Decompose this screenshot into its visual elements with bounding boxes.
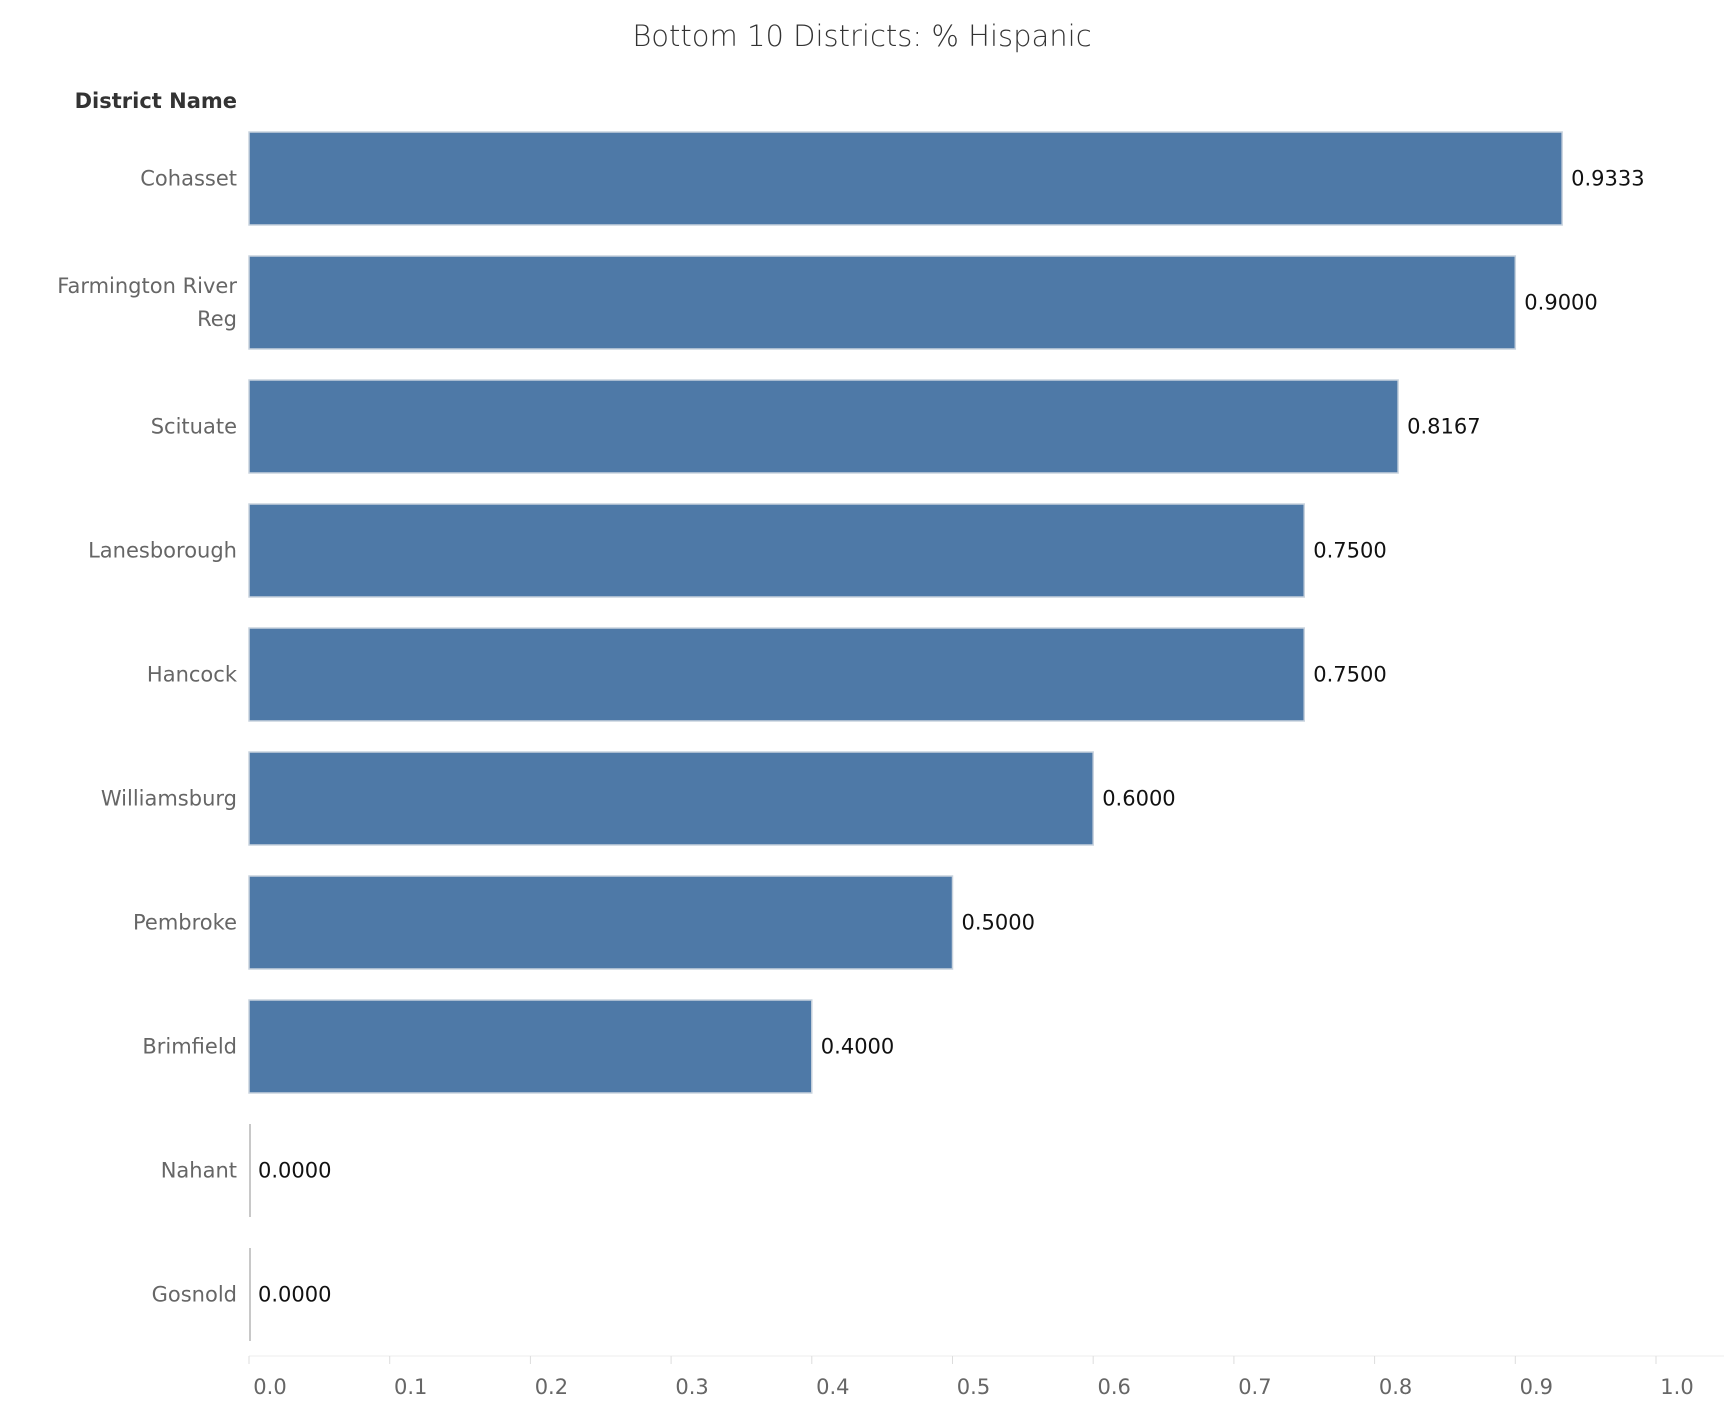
- tick-label: 0.8: [1379, 1375, 1412, 1399]
- tick-label: 0.4: [816, 1375, 849, 1399]
- bar: [248, 627, 1305, 722]
- value-label: 0.5000: [962, 911, 1035, 935]
- bar: [248, 999, 813, 1094]
- category-label: Brimfield: [142, 1035, 237, 1059]
- value-label: 0.7500: [1313, 539, 1386, 563]
- value-label: 0.7500: [1313, 663, 1386, 687]
- category-label: Pembroke: [133, 911, 237, 935]
- category-label: Farmington River: [57, 274, 237, 298]
- category-label: Lanesborough: [88, 539, 237, 563]
- bar: [248, 503, 1305, 598]
- category-label: Nahant: [161, 1159, 237, 1183]
- x-axis: 0.0 0.1 0.2 0.3 0.4 0.5 0.6 0.7 0.8 0.9 1.0: [248, 1355, 1724, 1399]
- value-label: 0.0000: [258, 1159, 331, 1183]
- tick-label: 0.0: [253, 1375, 286, 1399]
- value-label: 0.6000: [1102, 787, 1175, 811]
- bar: [248, 131, 1563, 226]
- value-label: 0.9000: [1524, 291, 1597, 315]
- category-label: Scituate: [151, 415, 237, 439]
- value-label: 0.8167: [1407, 415, 1480, 439]
- category-label: Williamsburg: [101, 787, 237, 811]
- category-label: Gosnold: [152, 1283, 237, 1307]
- tick-label: 0.6: [1097, 1375, 1130, 1399]
- category-label: Reg: [197, 307, 237, 331]
- value-label: 0.4000: [821, 1035, 894, 1059]
- category-label: Hancock: [147, 663, 238, 687]
- row-header: District Name: [75, 89, 237, 113]
- bar: [248, 255, 1517, 350]
- tick-label: 0.3: [675, 1375, 708, 1399]
- bars-group: Cohasset 0.9333 Farmington River Reg 0.9000 S…: [57, 131, 1645, 1341]
- tick-label: 1.0: [1660, 1375, 1693, 1399]
- category-label: Cohasset: [140, 167, 237, 191]
- tick-label: 0.5: [957, 1375, 990, 1399]
- tick-label: 0.2: [535, 1375, 568, 1399]
- tick-label: 0.7: [1238, 1375, 1271, 1399]
- chart-title: Bottom 10 Districts: % Hispanic: [632, 19, 1091, 53]
- bar: [248, 875, 954, 970]
- tick-label: 0.9: [1520, 1375, 1553, 1399]
- bar: [248, 379, 1399, 474]
- value-label: 0.9333: [1571, 167, 1644, 191]
- value-label: 0.0000: [258, 1283, 331, 1307]
- bar: [248, 751, 1094, 846]
- tick-label: 0.1: [394, 1375, 427, 1399]
